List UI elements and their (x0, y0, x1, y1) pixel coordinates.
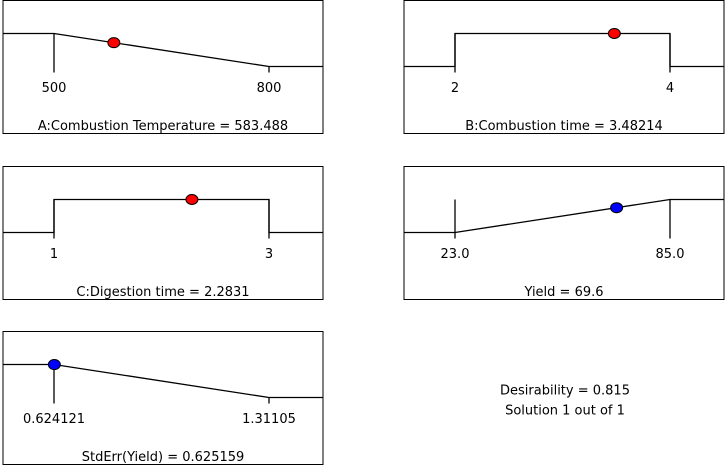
tick-label: 800 (257, 81, 282, 96)
ramp (404, 32, 724, 68)
ramp (3, 32, 323, 68)
optimum-marker (107, 37, 121, 49)
solution: Solution 1 out of 1 (505, 404, 625, 419)
tick-label: 1 (50, 247, 58, 262)
panel-title: C:Digestion time = 2.2831 (76, 285, 249, 300)
optimum-marker (47, 359, 61, 371)
tick-label: 23.0 (441, 247, 470, 262)
ramp-panel: 1 3 C:Digestion time = 2.2831 (2, 166, 324, 300)
panel-title: A:Combustion Temperature = 583.488 (38, 119, 288, 134)
tick-label: 85.0 (656, 247, 685, 262)
tick-label: 4 (666, 81, 674, 96)
ramp-panel: 0.624121 1.31105 StdErr(Yield) = 0.625159 (2, 331, 324, 465)
ramp (3, 198, 323, 234)
tick-label: 500 (42, 81, 67, 96)
panel-title: B:Combustion time = 3.48214 (465, 119, 663, 134)
tick-label: 3 (265, 247, 273, 262)
tick-label: 1.31105 (242, 412, 296, 427)
tick-label: 2 (451, 81, 459, 96)
optimum-marker (185, 194, 199, 205)
optimum-marker (607, 28, 621, 39)
panel-title: StdErr(Yield) = 0.625159 (82, 450, 245, 465)
ramp-panel: 500 800 A:Combustion Temperature = 583.488 (2, 0, 324, 134)
optimum-marker (610, 202, 624, 214)
desirability: Desirability = 0.815 (500, 384, 630, 399)
tick-label: 0.624121 (23, 412, 85, 427)
ramp-panel: 2 4 B:Combustion time = 3.48214 (403, 0, 725, 134)
ramp (404, 198, 724, 234)
ramp-panel: 23.0 85.0 Yield = 69.6 (403, 166, 725, 300)
panel-title: Yield = 69.6 (523, 285, 603, 300)
ramp (3, 363, 323, 399)
